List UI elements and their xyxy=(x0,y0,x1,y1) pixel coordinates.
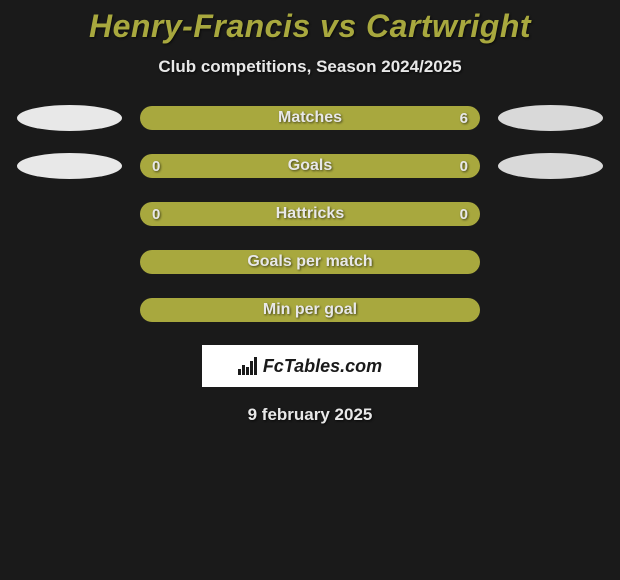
branding-logo[interactable]: FcTables.com xyxy=(202,345,418,387)
stat-right-value: 6 xyxy=(460,110,468,127)
stat-row-gpm: Goals per match xyxy=(0,249,620,275)
stat-label: Matches xyxy=(140,109,480,127)
spacer xyxy=(17,201,122,227)
stat-row-matches: Matches 6 xyxy=(0,105,620,131)
stat-bar: 0 Goals 0 xyxy=(140,154,480,178)
page-subtitle: Club competitions, Season 2024/2025 xyxy=(0,57,620,77)
spacer xyxy=(498,249,603,275)
stat-row-goals: 0 Goals 0 xyxy=(0,153,620,179)
page-title: Henry-Francis vs Cartwright xyxy=(0,8,620,45)
player-left-marker xyxy=(17,105,122,131)
stat-bar: Min per goal xyxy=(140,298,480,322)
chart-icon xyxy=(238,357,257,375)
spacer xyxy=(17,249,122,275)
stat-left-value: 0 xyxy=(152,206,160,223)
footer-date: 9 february 2025 xyxy=(0,405,620,425)
player-left-marker xyxy=(17,153,122,179)
stat-right-value: 0 xyxy=(460,206,468,223)
stat-row-mpg: Min per goal xyxy=(0,297,620,323)
stat-label: Hattricks xyxy=(140,205,480,223)
branding-text: FcTables.com xyxy=(263,356,382,377)
stat-bar: 0 Hattricks 0 xyxy=(140,202,480,226)
spacer xyxy=(498,297,603,323)
spacer xyxy=(498,201,603,227)
spacer xyxy=(17,297,122,323)
stat-bar: Matches 6 xyxy=(140,106,480,130)
stat-label: Goals xyxy=(140,157,480,175)
stat-row-hattricks: 0 Hattricks 0 xyxy=(0,201,620,227)
stat-left-value: 0 xyxy=(152,158,160,175)
player-right-marker xyxy=(498,105,603,131)
player-right-marker xyxy=(498,153,603,179)
stat-label: Min per goal xyxy=(140,301,480,319)
stat-right-value: 0 xyxy=(460,158,468,175)
stat-bar: Goals per match xyxy=(140,250,480,274)
comparison-widget: Henry-Francis vs Cartwright Club competi… xyxy=(0,0,620,425)
stat-label: Goals per match xyxy=(140,253,480,271)
